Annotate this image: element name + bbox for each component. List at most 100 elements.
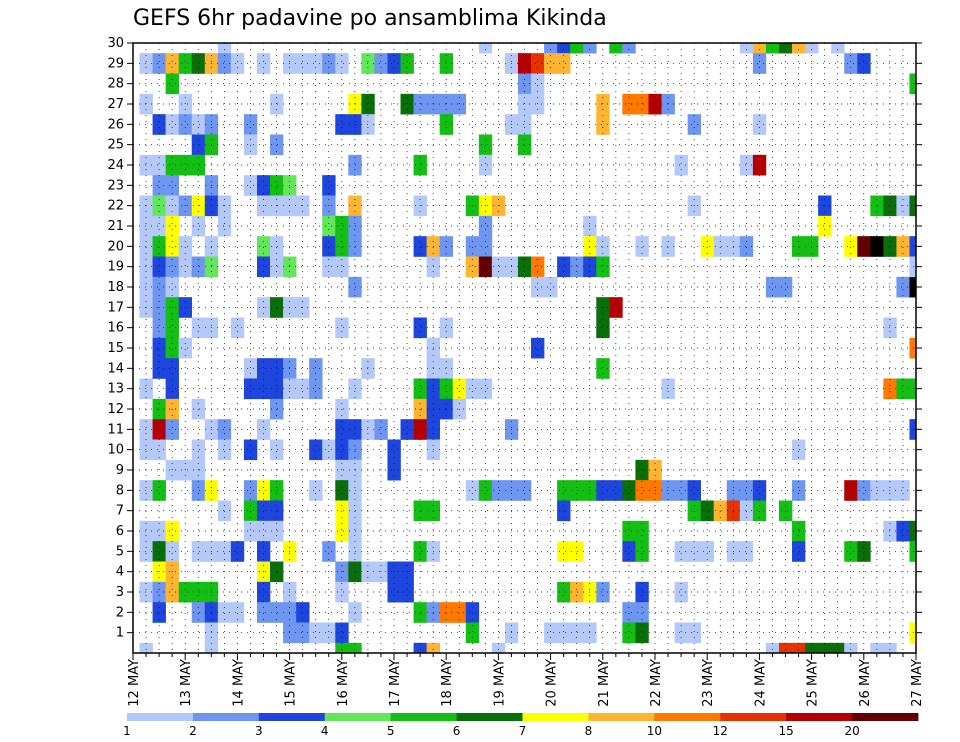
heatmap-cell [191,480,206,501]
heatmap-cell [335,459,349,481]
heatmap-cell [909,73,917,95]
heatmap-cell [465,256,480,278]
heatmap-cell [139,236,153,257]
heatmap-cell [700,236,715,257]
heatmap-cell [896,520,910,542]
heatmap-cell [413,541,427,562]
heatmap-cell [478,378,493,400]
heatmap-cell [243,134,258,156]
heatmap-cell [909,236,917,257]
heatmap-cell [309,622,323,644]
heatmap-cell [674,154,688,176]
heatmap-cell [387,581,401,603]
heatmap-cell [570,43,584,54]
heatmap-cell [191,256,206,278]
heatmap-cell [309,480,323,501]
heatmap-cell [778,43,793,54]
heatmap-cell [191,154,206,176]
heatmap-cell [217,602,232,623]
heatmap-cell [191,459,206,481]
heatmap-cell [739,154,754,176]
heatmap-cell [270,500,284,522]
heatmap-cell [557,53,571,74]
y-tick-label: 7 [116,504,124,519]
heatmap-cell [531,276,545,298]
heatmap-cell [178,114,193,135]
heatmap-cell [792,236,806,257]
heatmap-cell [139,53,153,74]
heatmap-cell [256,480,271,501]
heatmap-cell [165,114,179,135]
heatmap-cell [400,93,414,115]
heatmap-cell [178,154,193,176]
heatmap-cell [752,154,767,176]
heatmap-cell [165,73,179,95]
x-tick-label: 13 MAY [179,659,194,707]
heatmap-cell [739,43,754,54]
heatmap-cell [217,43,232,54]
heatmap-cell [687,541,701,562]
heatmap-cell [152,602,166,623]
heatmap-cell [531,93,545,115]
heatmap-cell [752,53,767,74]
heatmap-cell [230,541,245,562]
y-tick-label: 27 [107,97,124,112]
y-tick-label: 15 [107,341,124,356]
x-tick-label: 27 MAY [910,659,925,707]
heatmap-cell [400,419,414,440]
heatmap-cell [165,459,179,481]
heatmap-cell [152,337,166,359]
heatmap-cell [739,480,754,501]
heatmap-cell [478,43,493,54]
heatmap-cell [478,236,493,257]
heatmap-cell [178,93,193,115]
heatmap-cell [557,480,571,501]
colorbar-label: 7 [519,724,527,738]
heatmap-cell [687,622,701,644]
heatmap-cell [256,581,271,603]
heatmap-cell [413,419,427,440]
heatmap-cell [896,378,910,400]
heatmap-cell [322,175,336,196]
y-tick-label: 4 [116,565,124,580]
heatmap-cell [139,378,153,400]
heatmap-cell [439,53,454,74]
heatmap-cell [596,93,610,115]
heatmap-cell [622,541,636,562]
heatmap-cell [622,520,636,542]
heatmap-cell [335,480,349,501]
x-tick-label: 12 MAY [127,659,142,707]
heatmap-cell [478,256,493,278]
heatmap-cell [322,215,336,237]
heatmap-cell [478,215,493,237]
heatmap-cell [191,317,206,339]
heatmap-cell [387,53,401,74]
heatmap-cell [152,358,166,379]
y-tick-label: 10 [107,443,124,458]
heatmap-cell [739,500,754,522]
colorbar-label: 3 [255,724,263,738]
heatmap-cell [309,53,323,74]
heatmap-cell [622,480,636,501]
heatmap-cell [256,520,271,542]
heatmap-cell [165,337,179,359]
heatmap-cell [217,215,232,237]
heatmap-cell [713,236,728,257]
heatmap-cell [165,317,179,339]
heatmap-cell [700,541,715,562]
heatmap-cell [909,520,917,542]
heatmap-cell [139,154,153,176]
colorbar-swatch [720,713,787,721]
heatmap-cell [596,114,610,135]
heatmap-cell [687,114,701,135]
heatmap-cell [609,43,623,54]
heatmap-cell [217,419,232,440]
heatmap-cell [857,480,871,501]
heatmap-cell [152,154,166,176]
colorbar-swatch [588,713,655,721]
heatmap-cell [296,622,310,644]
heatmap-cell [831,43,845,54]
heatmap-cell [831,642,845,654]
heatmap-cell [700,500,715,522]
x-tick-label: 17 MAY [388,659,403,707]
